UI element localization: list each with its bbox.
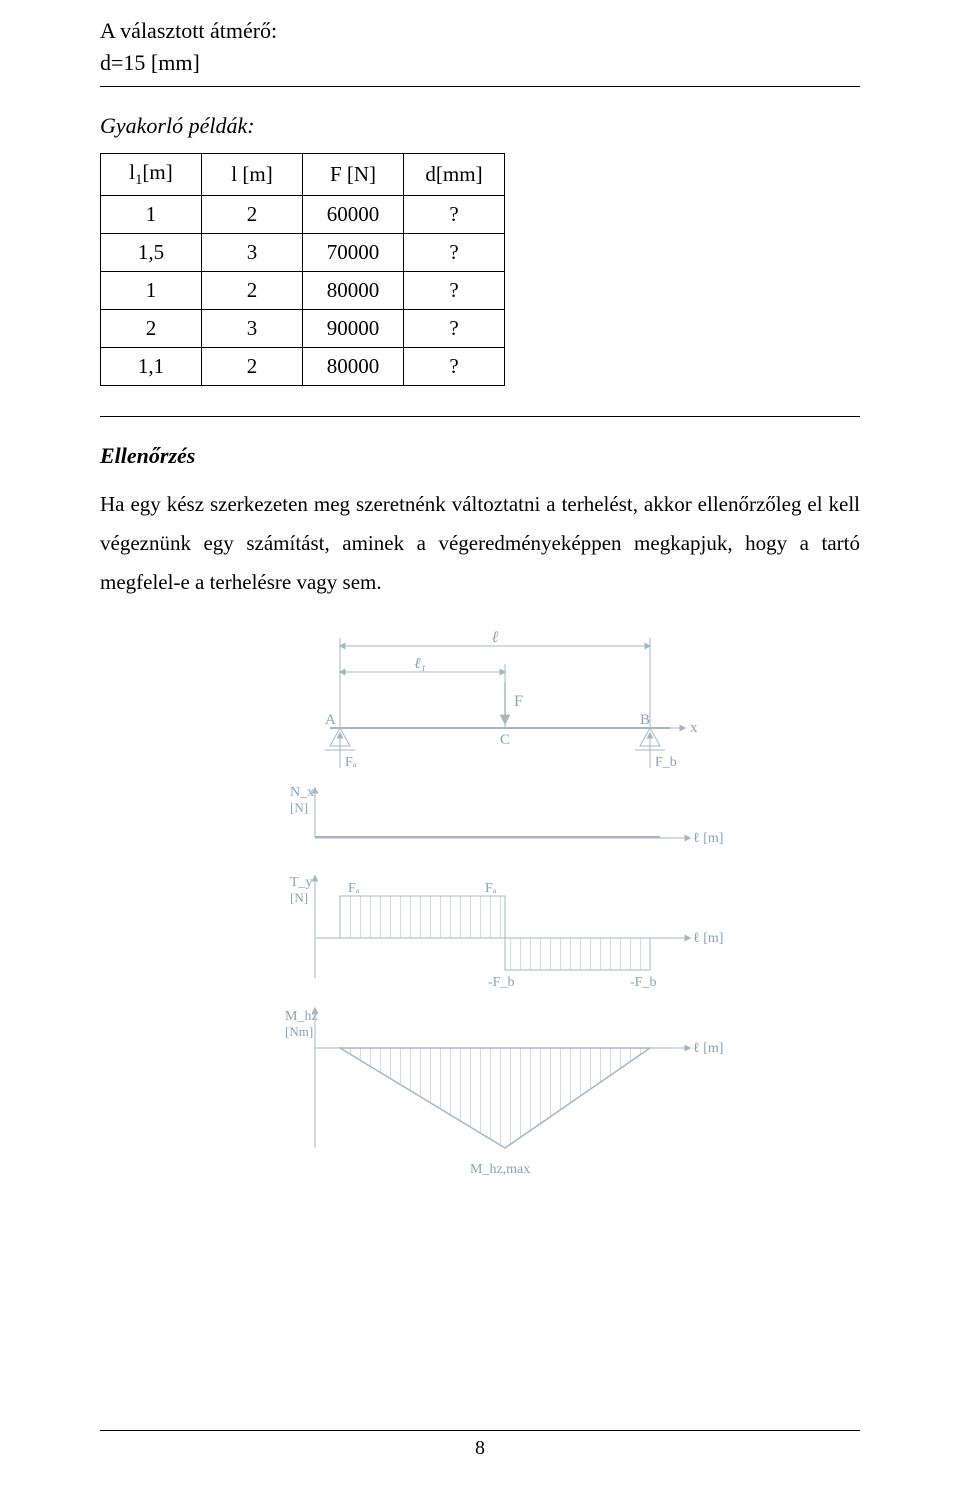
table-cell: 1 [101, 272, 202, 310]
plot2-yunit: [Nm] [285, 1024, 313, 1039]
table-cell: ? [404, 196, 505, 234]
plot0-xunit: ℓ [m] [693, 831, 723, 846]
label-l: ℓ [492, 629, 499, 646]
plot2-max: M_hz,max [470, 1162, 530, 1177]
label-l1: ℓ₁ [414, 656, 425, 672]
col-header-l1: l1[m] [101, 154, 202, 196]
section2-title: Ellenőrzés [100, 443, 860, 469]
label-F: F [514, 693, 523, 710]
page-footer: 8 [100, 1430, 860, 1460]
plot2-xunit: ℓ [m] [693, 1041, 723, 1056]
label-Fa: Fₐ [345, 755, 357, 770]
page-number: 8 [100, 1437, 860, 1460]
table-cell: 2 [202, 196, 303, 234]
plot0-yunit: [N] [290, 800, 308, 815]
table-row: 1,1280000? [101, 348, 505, 386]
col-header-d: d[mm] [404, 154, 505, 196]
plot1-yunit: [N] [290, 890, 308, 905]
plot2-ylabel: M_hz [285, 1009, 318, 1024]
plot0-ylabel: N_x [290, 785, 314, 800]
table-row: 2390000? [101, 310, 505, 348]
table-cell: 2 [202, 348, 303, 386]
table-header-row: l1[m] l [m] F [N] d[mm] [101, 154, 505, 196]
rule-mid [100, 416, 860, 417]
plot1-xunit: ℓ [m] [693, 931, 723, 946]
label-C: C [500, 732, 510, 748]
table-cell: ? [404, 348, 505, 386]
table-cell: 90000 [303, 310, 404, 348]
table-cell: ? [404, 234, 505, 272]
footer-rule [100, 1430, 860, 1431]
table-cell: 60000 [303, 196, 404, 234]
table-cell: 80000 [303, 348, 404, 386]
table-cell: ? [404, 272, 505, 310]
table-cell: 1,1 [101, 348, 202, 386]
section2-paragraph: Ha egy kész szerkezeten meg szeretnénk v… [100, 485, 860, 602]
table-cell: 1,5 [101, 234, 202, 272]
table-cell: 2 [202, 272, 303, 310]
table-cell: 1 [101, 196, 202, 234]
label-B: B [640, 712, 650, 728]
plot1-nFb2: -F_b [630, 975, 656, 990]
table-cell: ? [404, 310, 505, 348]
diagram-container: ℓ ℓ₁ F x A Fₐ C [100, 628, 860, 1188]
col-header-F: F [N] [303, 154, 404, 196]
table-row: 1260000? [101, 196, 505, 234]
table-cell: 3 [202, 310, 303, 348]
plot1-Fa: Fₐ [348, 881, 360, 896]
document-page: A választott átmérő: d=15 [mm] Gyakorló … [0, 0, 960, 1490]
plot1-nFb: -F_b [488, 975, 514, 990]
exercise-table: l1[m] l [m] F [N] d[mm] 1260000?1,537000… [100, 153, 505, 386]
table-row: 1280000? [101, 272, 505, 310]
table-cell: 2 [101, 310, 202, 348]
rule-top [100, 86, 860, 87]
label-A: A [325, 712, 336, 728]
table-cell: 3 [202, 234, 303, 272]
table-cell: 80000 [303, 272, 404, 310]
col-header-l: l [m] [202, 154, 303, 196]
header-line-2: d=15 [mm] [100, 50, 860, 76]
header-line-1: A választott átmérő: [100, 18, 860, 44]
plot1-ylabel: T_y [290, 875, 313, 890]
plot1-Fa2: Fₐ [485, 881, 497, 896]
beam-diagrams-sketch: ℓ ℓ₁ F x A Fₐ C [230, 628, 730, 1188]
section1-title: Gyakorló példák: [100, 113, 860, 139]
table-body: 1260000?1,5370000?1280000?2390000?1,1280… [101, 196, 505, 386]
table-row: 1,5370000? [101, 234, 505, 272]
label-Fb: F_b [655, 755, 677, 770]
label-x: x [690, 720, 698, 736]
table-cell: 70000 [303, 234, 404, 272]
